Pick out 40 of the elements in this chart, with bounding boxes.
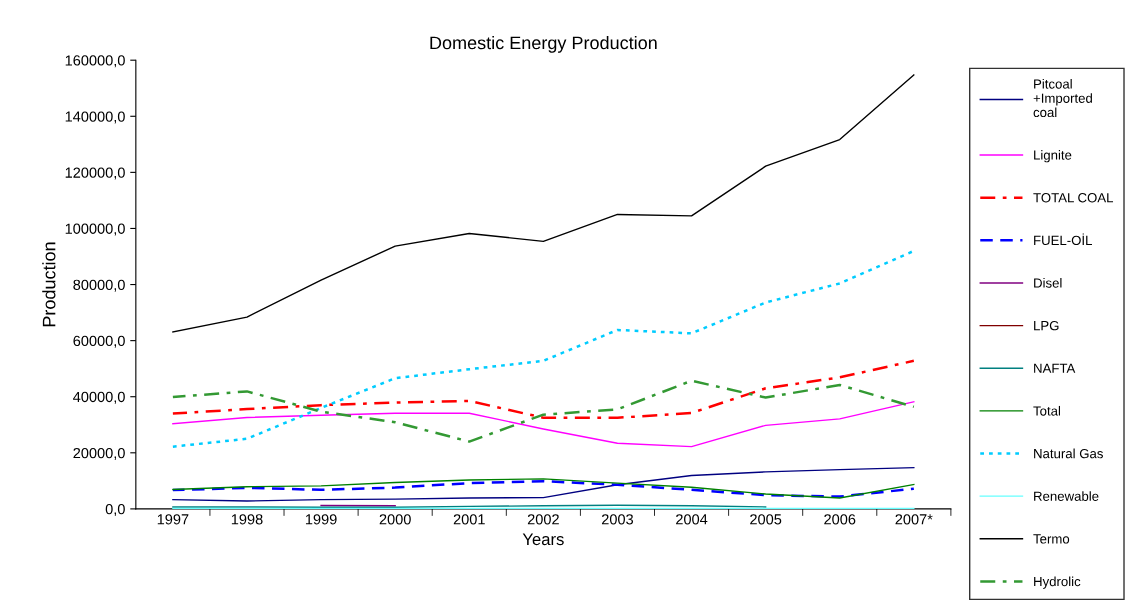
line-series [172, 401, 915, 448]
y-tick-label: 60000,0 [73, 335, 125, 348]
legend-label: Pitcoal +Imported coal [1033, 78, 1092, 118]
y-tick-label: 120000,0 [65, 167, 125, 180]
y-tick-label: 160000,0 [65, 55, 125, 68]
legend-label: Hydrolic [1034, 576, 1081, 589]
x-tick-label: 2006 [824, 514, 856, 525]
x-tick-label: 2000 [379, 514, 411, 525]
x-tick-label: 2001 [453, 514, 485, 525]
x-tick-label: 1998 [231, 514, 263, 525]
x-tick-label: 2004 [676, 514, 708, 525]
y-tick-label: 80000,0 [73, 279, 125, 292]
y-tick-label: 140000,0 [65, 111, 125, 124]
x-tick-label: 2002 [527, 514, 559, 525]
legend-label: Renewable [1034, 491, 1099, 501]
y-axis-title: Production [42, 242, 56, 327]
y-tick-label: 100000,0 [65, 223, 125, 236]
legend-label: LPG [1034, 320, 1059, 331]
line-series [171, 359, 916, 419]
legend-label: Disel [1034, 277, 1062, 288]
x-tick-label: 2005 [750, 514, 782, 525]
line-series [171, 379, 916, 443]
y-tick-label: 40000,0 [73, 391, 125, 404]
x-axis-title: Years [522, 533, 564, 546]
x-tick-label: 1999 [305, 514, 337, 525]
legend-label: Natural Gas [1034, 448, 1103, 459]
x-tick-label: 1997 [157, 514, 189, 525]
line-series [172, 466, 915, 502]
line-series [172, 74, 915, 333]
y-tick-label: 20000,0 [73, 447, 125, 460]
legend-label: Lignite [1034, 150, 1072, 163]
legend-label: FUEL-OİL [1034, 233, 1092, 246]
x-tick-label: 2003 [601, 514, 634, 525]
legend-label: Total [1033, 405, 1061, 416]
chart-title: Domestic Energy Production [430, 36, 657, 53]
x-tick-label: 2007* [895, 514, 933, 525]
legend-label: Termo [1033, 534, 1070, 544]
y-tick-label: 0,0 [105, 504, 125, 517]
legend-label: NAFTA [1034, 363, 1076, 373]
legend-label: TOTAL COAL [1033, 193, 1114, 203]
